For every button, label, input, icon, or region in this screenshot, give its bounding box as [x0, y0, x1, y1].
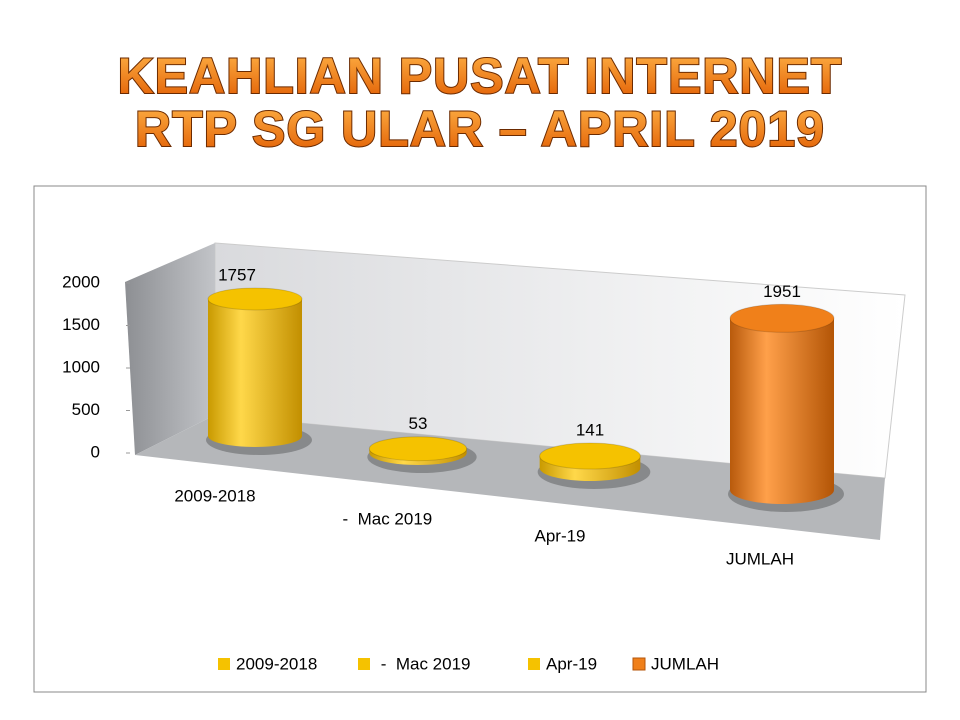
title: KEAHLIAN PUSAT INTERNET RTP SG ULAR – AP… — [117, 47, 843, 158]
legend-label: 2009-2018 — [236, 654, 317, 673]
cylinder-top — [207, 287, 303, 311]
value-label: 1757 — [218, 265, 256, 284]
legend: 2009-2018 - Mac 2019 Apr-19 JUMLAH — [218, 654, 719, 673]
cylinder-top — [368, 436, 468, 462]
floor — [135, 415, 885, 540]
cylinder-top — [539, 442, 641, 470]
legend-swatch — [632, 657, 646, 671]
y-tick-label: 0 — [91, 442, 100, 461]
legend-label: Apr-19 — [546, 654, 597, 673]
cylinder — [730, 318, 834, 504]
y-tick-label: 500 — [72, 400, 100, 419]
legend-label: - Mac 2019 — [376, 654, 471, 673]
y-tick-label: 1500 — [62, 315, 100, 334]
value-label: 1951 — [763, 282, 801, 301]
legend-swatch — [218, 658, 230, 670]
x-tick-label: Apr-19 — [534, 526, 585, 545]
value-label: 141 — [576, 421, 604, 440]
x-tick-label: JUMLAH — [726, 549, 794, 568]
legend-swatch — [358, 658, 370, 670]
title-line: KEAHLIAN PUSAT INTERNET — [118, 48, 843, 104]
legend-label: JUMLAH — [651, 654, 719, 673]
cylinder-top — [729, 303, 835, 333]
y-tick-label: 2000 — [62, 272, 100, 291]
title-line: RTP SG ULAR – APRIL 2019 — [135, 101, 825, 157]
x-tick-label: 2009-2018 — [174, 486, 255, 505]
cylinder — [208, 298, 302, 447]
side-wall — [125, 243, 215, 455]
x-tick-label: - Mac 2019 — [338, 509, 433, 528]
legend-swatch — [528, 658, 540, 670]
plot: 0 500 1000 1500 2000 1757 2009-2018 53 - Mac 20… — [62, 265, 844, 673]
y-tick-label: 1000 — [62, 357, 100, 376]
value-label: 53 — [409, 414, 428, 433]
